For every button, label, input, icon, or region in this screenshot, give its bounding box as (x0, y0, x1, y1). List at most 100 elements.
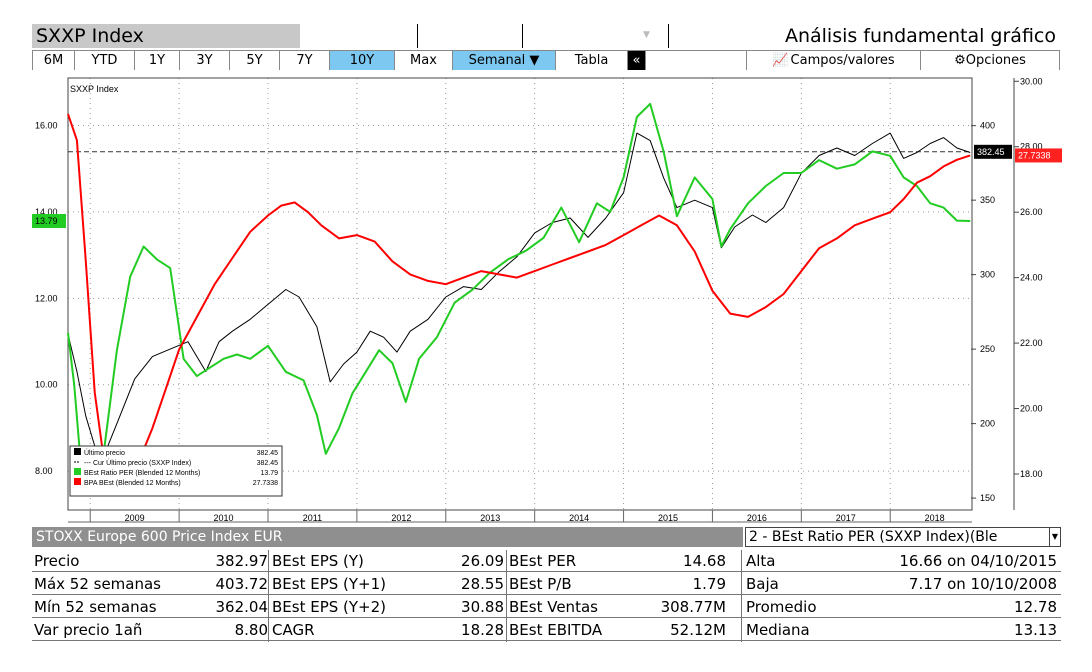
campos-valores-button[interactable]: 📈 Campos/valores (746, 51, 921, 70)
stat-value: 382.97 (215, 552, 269, 570)
x-tick-label: 2009 (125, 513, 145, 523)
mid-tick-label: 200 (980, 419, 995, 429)
right-tick-label: 24.00 (1020, 273, 1043, 283)
stat-value: 12.78 (1014, 598, 1057, 616)
eps-series-line (67, 113, 971, 495)
x-tick-label: 2015 (658, 513, 678, 523)
table-row: Precio 382.97 BEst EPS (Y) 26.09 BEst PER 14.… (32, 550, 1061, 572)
stat-label: CAGR (272, 621, 315, 639)
frequency-dropdown[interactable]: Semanal ▼ (453, 51, 556, 70)
dropdown-arrow-icon[interactable]: ▼ (1049, 528, 1060, 546)
stat-value: 13.13 (1014, 621, 1057, 639)
stat-label: Alta (746, 552, 776, 570)
stat-value: 8.80 (234, 621, 268, 639)
period-6m-button[interactable]: 6M (32, 51, 75, 70)
right-tick-label: 30.00 (1020, 76, 1043, 86)
stat-label: BEst PER (509, 552, 577, 570)
eps-value-tag-bg (1015, 148, 1062, 163)
stats-table: Precio 382.97 BEst EPS (Y) 26.09 BEst PER 14.… (32, 550, 1061, 642)
stat-label: BEst EPS (Y+1) (272, 575, 387, 593)
legend-value: 13.79 (260, 470, 278, 477)
eps-value-tag: 27.7338 (1018, 150, 1051, 160)
dropdown-arrow-icon[interactable]: ▼ (643, 30, 650, 40)
chart-icon: 📈 (772, 53, 789, 68)
legend-label: BEst Ratio PER (Blended 12 Months) (84, 470, 200, 477)
stat-label: BEst EPS (Y+2) (272, 598, 387, 616)
per-series-line (67, 102, 971, 490)
period-1y-button[interactable]: 1Y (135, 51, 180, 70)
legend: Último precio 382.45 --- Cur Último precio… (69, 445, 283, 497)
stat-value: 14.68 (683, 552, 726, 570)
column-divider (506, 550, 507, 642)
legend-swatch (74, 448, 81, 455)
table-row: Máx 52 semanas 403.72 BEst EPS (Y+1) 28.55 B… (32, 573, 1061, 595)
header-bar: SXXP Index ▼ Análisis fundamental gráfic… (32, 24, 1060, 50)
price-value-tag: 382.45 (977, 147, 1005, 157)
legend-value: 27.7338 (253, 480, 278, 487)
period-max-button[interactable]: Max (395, 51, 453, 70)
right-tick-label: 20.00 (1020, 404, 1043, 414)
x-tick-label: 2018 (925, 513, 945, 523)
right-tick-label: 18.00 (1020, 469, 1043, 479)
stat-label: Máx 52 semanas (34, 575, 161, 593)
mid-tick-label: 250 (980, 344, 995, 354)
stat-label: Mediana (746, 621, 810, 639)
header-divider (417, 24, 418, 48)
right-tick-label: 26.00 (1020, 207, 1043, 217)
left-tick-label: 16.00 (35, 121, 58, 131)
stat-label: Baja (746, 575, 779, 593)
legend-label: Último precio (84, 448, 125, 457)
stat-label: BEst P/B (509, 575, 572, 593)
stat-label: BEst EBITDA (509, 621, 603, 639)
series-group (67, 102, 972, 495)
period-10y-button[interactable]: 10Y (330, 51, 395, 70)
period-ytd-button[interactable]: YTD (75, 51, 135, 70)
page-title: Análisis fundamental gráfico (784, 25, 1056, 47)
toolbar: 6M YTD 1Y 3Y 5Y 7Y 10Y Max Semanal ▼ Tab… (32, 50, 1060, 70)
left-tick-label: 12.00 (35, 293, 58, 303)
x-tick-label: 2016 (747, 513, 767, 523)
axes: 8.00 10.00 12.00 14.00 16.00 2009 2010 2011 2012… (35, 76, 1043, 523)
period-3y-button[interactable]: 3Y (180, 51, 230, 70)
period-5y-button[interactable]: 5Y (230, 51, 280, 70)
stat-label: BEst EPS (Y) (272, 552, 364, 570)
header-divider (522, 24, 523, 48)
per-value-tag-bg (32, 213, 66, 228)
field-selector[interactable]: 2 - BEst Ratio PER (SXXP Index)(Ble ▼ (745, 527, 1061, 547)
toolbar-spacer (646, 51, 746, 70)
gear-icon: ⚙ (954, 53, 966, 68)
legend-swatch (74, 468, 81, 475)
right-tick-label: 22.00 (1020, 338, 1043, 348)
stat-label: Promedio (746, 598, 817, 616)
legend-label: BPA BEst (Blended 12 Months) (84, 480, 181, 487)
stat-value: 30.88 (461, 598, 504, 616)
ticker-field[interactable]: SXXP Index (32, 24, 300, 48)
plot-frame (67, 77, 973, 511)
stat-value: 7.17 on 10/10/2008 (908, 575, 1057, 593)
price-series-line (67, 132, 971, 457)
collapse-icon[interactable]: « (628, 51, 646, 70)
period-7y-button[interactable]: 7Y (280, 51, 330, 70)
column-divider (268, 550, 269, 642)
mid-tick-label: 350 (980, 195, 995, 205)
value-tags: 13.79 382.45 27.7338 (32, 144, 1062, 228)
stat-label: Precio (34, 552, 80, 570)
x-tick-label: 2013 (480, 513, 500, 523)
table-row: Mín 52 semanas 362.04 BEst EPS (Y+2) 30.88 B… (32, 596, 1061, 618)
stat-value: 308.77M (660, 598, 726, 616)
legend-box (69, 445, 283, 497)
right-tick-label: 28.00 (1020, 142, 1043, 152)
field-selector-value: 2 - BEst Ratio PER (SXXP Index)(Ble (749, 529, 998, 545)
table-row: Var precio 1añ 8.80 CAGR 18.28 BEst EBITDA 52… (32, 619, 1061, 641)
mid-tick-label: 300 (980, 270, 995, 280)
stat-label: Var precio 1añ (34, 621, 143, 639)
opciones-button[interactable]: ⚙Opciones (921, 51, 1060, 70)
mid-tick-label: 400 (980, 121, 995, 131)
stat-value: 26.09 (461, 552, 504, 570)
legend-value: 382.45 (257, 460, 279, 467)
price-value-tag-bg (974, 144, 1012, 159)
left-tick-label: 10.00 (35, 380, 58, 390)
tabla-button[interactable]: Tabla (556, 51, 628, 70)
legend-swatch (74, 478, 81, 485)
stat-value: 18.28 (461, 621, 504, 639)
